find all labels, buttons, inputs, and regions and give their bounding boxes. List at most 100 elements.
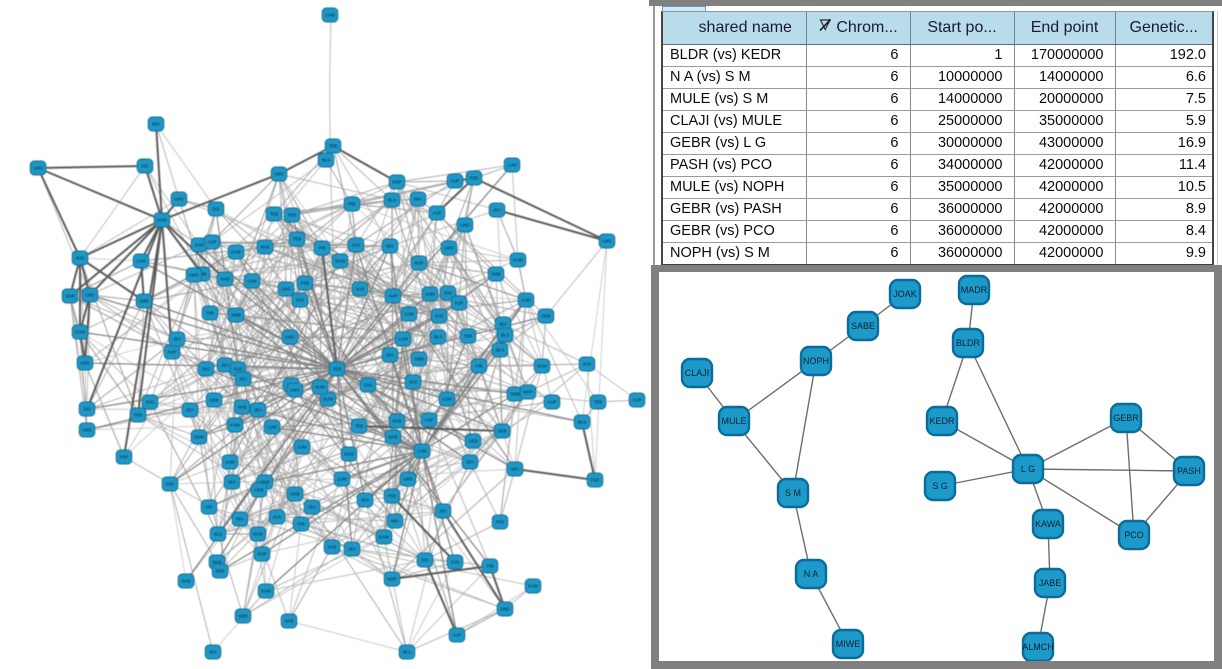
svg-text:N A: N A: [804, 569, 819, 579]
svg-text:AUP: AUP: [453, 633, 462, 638]
svg-text:AUP: AUP: [633, 398, 642, 403]
svg-text:NAB: NAB: [393, 419, 402, 424]
svg-text:SUW: SUW: [344, 452, 355, 457]
svg-text:AUP: AUP: [208, 240, 217, 245]
svg-text:MIA: MIA: [511, 467, 519, 472]
svg-text:S G: S G: [932, 481, 948, 491]
svg-text:JEA: JEA: [361, 498, 369, 503]
svg-text:LUM: LUM: [425, 292, 434, 297]
svg-text:ALMCH: ALMCH: [1022, 642, 1054, 652]
svg-text:BLS: BLS: [322, 158, 330, 163]
svg-text:S M: S M: [785, 488, 801, 498]
svg-text:SMB: SMB: [231, 313, 240, 318]
svg-text:LWG: LWG: [85, 293, 95, 298]
svg-text:NAB: NAB: [389, 435, 398, 440]
svg-text:JEA: JEA: [466, 460, 474, 465]
svg-text:JEA: JEA: [221, 363, 229, 368]
svg-text:JUG: JUG: [409, 380, 418, 385]
svg-text:LWG: LWG: [444, 246, 454, 251]
svg-text:SAE: SAE: [195, 243, 204, 248]
svg-text:BLS: BLS: [388, 198, 396, 203]
svg-text:BLS: BLS: [501, 333, 509, 338]
svg-text:LWG: LWG: [403, 477, 413, 482]
svg-text:NAB: NAB: [66, 294, 75, 299]
svg-text:KAW: KAW: [379, 535, 390, 540]
svg-text:PIB: PIB: [298, 522, 305, 527]
svg-text:JEA: JEA: [239, 377, 247, 382]
svg-text:LWG: LWG: [285, 335, 295, 340]
svg-text:SMB: SMB: [491, 272, 500, 277]
svg-text:MIA: MIA: [228, 480, 236, 485]
svg-text:LUM: LUM: [404, 312, 413, 317]
svg-text:NAB: NAB: [182, 579, 191, 584]
svg-text:TEB: TEB: [464, 334, 472, 339]
svg-text:MIA: MIA: [152, 122, 160, 127]
svg-text:PIB: PIB: [207, 311, 214, 316]
svg-text:SABE: SABE: [851, 321, 875, 331]
svg-text:AUP: AUP: [433, 211, 442, 216]
svg-text:GEB: GEB: [497, 429, 506, 434]
svg-text:NAB: NAB: [213, 560, 222, 565]
svg-text:GEB: GEB: [541, 314, 550, 319]
svg-text:NOP: NOP: [523, 390, 532, 395]
svg-text:SIG: SIG: [83, 407, 91, 412]
svg-text:JUG: JUG: [76, 256, 85, 261]
svg-text:JEA: JEA: [173, 337, 181, 342]
svg-text:TEB: TEB: [594, 400, 602, 405]
svg-text:SAE: SAE: [364, 383, 373, 388]
svg-text:JUG: JUG: [352, 243, 361, 248]
svg-text:NOP: NOP: [387, 577, 396, 582]
svg-text:SIG: SIG: [421, 558, 429, 563]
svg-text:PSE: PSE: [120, 455, 129, 460]
svg-text:NAB: NAB: [261, 245, 270, 250]
svg-text:KEDR: KEDR: [929, 416, 955, 426]
svg-text:TEB: TEB: [288, 213, 296, 218]
svg-text:BLS: BLS: [578, 420, 586, 425]
svg-text:AUP: AUP: [389, 294, 398, 299]
svg-text:SMB: SMB: [139, 299, 148, 304]
svg-text:SMB: SMB: [414, 357, 423, 362]
svg-text:PSE: PSE: [496, 520, 505, 525]
svg-text:PASH: PASH: [1177, 466, 1201, 476]
svg-text:KAW: KAW: [528, 584, 539, 589]
svg-text:JEA: JEA: [499, 322, 507, 327]
svg-text:PIB: PIB: [349, 202, 356, 207]
svg-text:NAB: NAB: [285, 619, 294, 624]
svg-text:JUG: JUG: [273, 515, 282, 520]
svg-text:SUW: SUW: [194, 435, 205, 440]
svg-text:PIB: PIB: [487, 564, 494, 569]
svg-text:LWG: LWG: [281, 287, 291, 292]
svg-text:PCO: PCO: [1124, 530, 1144, 540]
svg-text:GEB: GEB: [209, 398, 218, 403]
svg-text:LUM: LUM: [297, 445, 306, 450]
svg-text:JUG: JUG: [435, 314, 444, 319]
svg-text:JEA: JEA: [254, 408, 262, 413]
svg-text:AUP: AUP: [168, 350, 177, 355]
svg-text:LWG: LWG: [500, 607, 510, 612]
svg-text:TEB: TEB: [333, 367, 341, 372]
svg-text:SUW: SUW: [315, 385, 326, 390]
svg-text:SUW: SUW: [261, 589, 272, 594]
svg-text:PIB: PIB: [476, 364, 483, 369]
svg-text:MIA: MIA: [414, 197, 422, 202]
svg-text:JEA: JEA: [308, 505, 316, 510]
svg-text:SUW: SUW: [253, 532, 264, 537]
svg-text:NOP: NOP: [414, 261, 423, 266]
svg-text:SMB: SMB: [510, 392, 519, 397]
svg-text:LWG: LWG: [80, 361, 90, 366]
svg-text:TEB: TEB: [293, 237, 301, 242]
svg-text:AUP: AUP: [451, 179, 460, 184]
svg-text:PSE: PSE: [591, 478, 600, 483]
svg-text:KAW: KAW: [231, 250, 242, 255]
svg-text:AUP: AUP: [425, 418, 434, 423]
svg-text:GEB: GEB: [468, 439, 477, 444]
svg-text:LUM: LUM: [398, 337, 407, 342]
svg-text:L G: L G: [1021, 464, 1035, 474]
svg-text:LUM: LUM: [417, 449, 426, 454]
svg-text:LWG: LWG: [189, 273, 199, 278]
svg-text:JUG: JUG: [451, 560, 460, 565]
svg-text:AUP: AUP: [455, 301, 464, 306]
svg-text:JEA: JEA: [493, 208, 501, 213]
svg-text:KAW: KAW: [230, 423, 241, 428]
svg-text:SUW: SUW: [537, 364, 548, 369]
